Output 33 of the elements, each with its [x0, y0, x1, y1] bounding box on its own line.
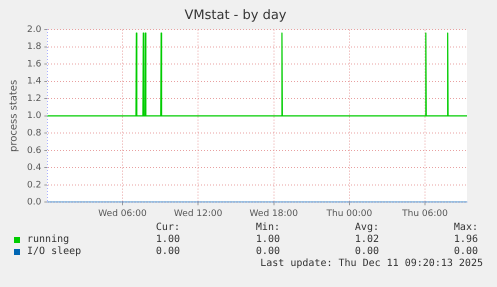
text: Min: — [256, 222, 280, 233]
text: 0.00 — [156, 246, 180, 257]
x-tick-label: Thu 06:00 — [401, 208, 448, 219]
x-tick-label: Wed 06:00 — [98, 208, 147, 219]
text: 1.00 — [156, 234, 180, 245]
text: Avg: — [354, 222, 379, 233]
y-tick-label: 0.2 — [26, 180, 42, 190]
x-tick-label: Wed 12:00 — [174, 208, 223, 219]
y-tick-label: 0.0 — [26, 198, 42, 208]
y-tick-label: 0.8 — [26, 128, 42, 139]
y-tick-label: 1.6 — [26, 59, 42, 70]
legend-label: running — [27, 234, 70, 245]
y-tick-label: 0.6 — [26, 146, 42, 156]
y-tick-label: 2.0 — [26, 24, 42, 35]
y-tick-label: 1.4 — [26, 76, 42, 87]
y-tick-label: 1.2 — [26, 94, 42, 104]
x-tick-label: Wed 18:00 — [250, 208, 298, 219]
text: Last update: Thu Dec 11 09:20:13 2025 — [260, 258, 483, 269]
legend-label: I/O sleep — [27, 246, 82, 257]
y-tick-label: 0.4 — [26, 163, 42, 174]
text: 1.96 — [454, 234, 478, 245]
text: Max: — [454, 222, 478, 233]
text: 1.00 — [256, 234, 280, 245]
text: 0.00 — [256, 246, 280, 257]
x-tick-label: Thu 00:00 — [326, 208, 372, 219]
y-tick-label: 1.0 — [26, 111, 42, 122]
y-axis-title: process states — [8, 80, 20, 152]
text: 0.00 — [454, 246, 478, 257]
chart-title: VMstat - by day — [184, 8, 287, 24]
y-tick-label: 1.8 — [26, 42, 42, 52]
text: 0.00 — [354, 246, 379, 257]
text: Cur: — [156, 222, 180, 233]
text: 1.02 — [354, 234, 379, 245]
